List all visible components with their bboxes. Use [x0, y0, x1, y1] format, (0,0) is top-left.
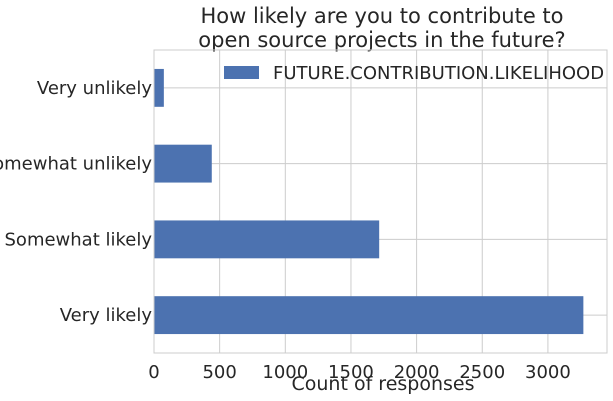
x-tick-label: 1500 [328, 362, 374, 383]
x-axis-ticks: 0 500 1000 1500 2000 2500 3000 [148, 362, 571, 383]
bar-somewhat-unlikely [154, 144, 212, 183]
y-tick-label: Somewhat likely [5, 229, 153, 250]
chart-title-line-2: open source projects in the future? [198, 28, 565, 52]
bar-somewhat-likely [154, 220, 380, 259]
y-gridlines [154, 87, 607, 316]
legend-label: FUTURE.CONTRIBUTION.LIKELIHOOD [273, 63, 604, 84]
chart-title-line-1: How likely are you to contribute to [200, 4, 563, 28]
bar-very-unlikely [154, 68, 164, 107]
bar-very-likely [154, 296, 584, 335]
legend: FUTURE.CONTRIBUTION.LIKELIHOOD [224, 63, 604, 84]
x-tick-label: 0 [148, 362, 159, 383]
plot-frame [153, 49, 608, 354]
x-tick-label: 2500 [459, 362, 505, 383]
y-axis-ticks: Very likely Somewhat likely Somewhat unlik… [0, 78, 152, 326]
bars [154, 68, 584, 335]
legend-swatch [224, 66, 259, 79]
y-tick-label: Somewhat unlikely [0, 154, 152, 175]
x-tick-label: 2000 [394, 362, 440, 383]
x-tick-label: 3000 [525, 362, 571, 383]
y-tick-label: Very likely [60, 305, 153, 326]
x-gridlines [153, 50, 549, 353]
x-tick-label: 500 [202, 362, 236, 383]
x-tick-label: 1000 [262, 362, 308, 383]
y-tick-label: Very unlikely [37, 78, 152, 99]
x-axis-label: Count of responses [291, 373, 474, 395]
